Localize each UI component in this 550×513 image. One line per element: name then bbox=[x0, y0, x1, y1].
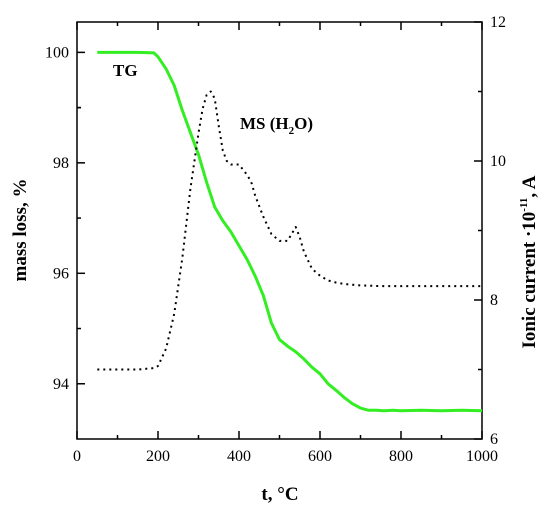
plot-frame bbox=[76, 21, 483, 440]
x-tick-label: 1000 bbox=[466, 448, 498, 465]
y-left-tick-label: 98 bbox=[53, 155, 69, 172]
x-tick-label: 200 bbox=[146, 448, 170, 465]
x-tick-label: 400 bbox=[227, 448, 251, 465]
x-tick-label: 800 bbox=[389, 448, 413, 465]
y-left-tick-label: 100 bbox=[45, 44, 69, 61]
tg-annotation: TG bbox=[113, 61, 138, 80]
ms-annotation: MS (H2O) bbox=[240, 114, 313, 137]
x-tick-label: 600 bbox=[308, 448, 332, 465]
y-right-tick-label: 6 bbox=[490, 431, 498, 448]
x-tick-label: 0 bbox=[73, 448, 81, 465]
ms-h2o-series-line bbox=[97, 90, 482, 371]
y-left-tick-label: 94 bbox=[53, 376, 69, 393]
y-right-tick-label: 10 bbox=[490, 153, 506, 170]
y-right-tick-label: 8 bbox=[490, 292, 498, 309]
y-right-axis-label: Ionic current ·10-11, A bbox=[518, 175, 540, 348]
y-left-tick-label: 96 bbox=[53, 265, 69, 282]
y-left-axis-label: mass loss, % bbox=[10, 179, 31, 282]
y-right-tick-label: 12 bbox=[490, 14, 506, 31]
tg-series-line bbox=[97, 50, 483, 413]
x-axis-label: t, °C bbox=[261, 484, 298, 505]
